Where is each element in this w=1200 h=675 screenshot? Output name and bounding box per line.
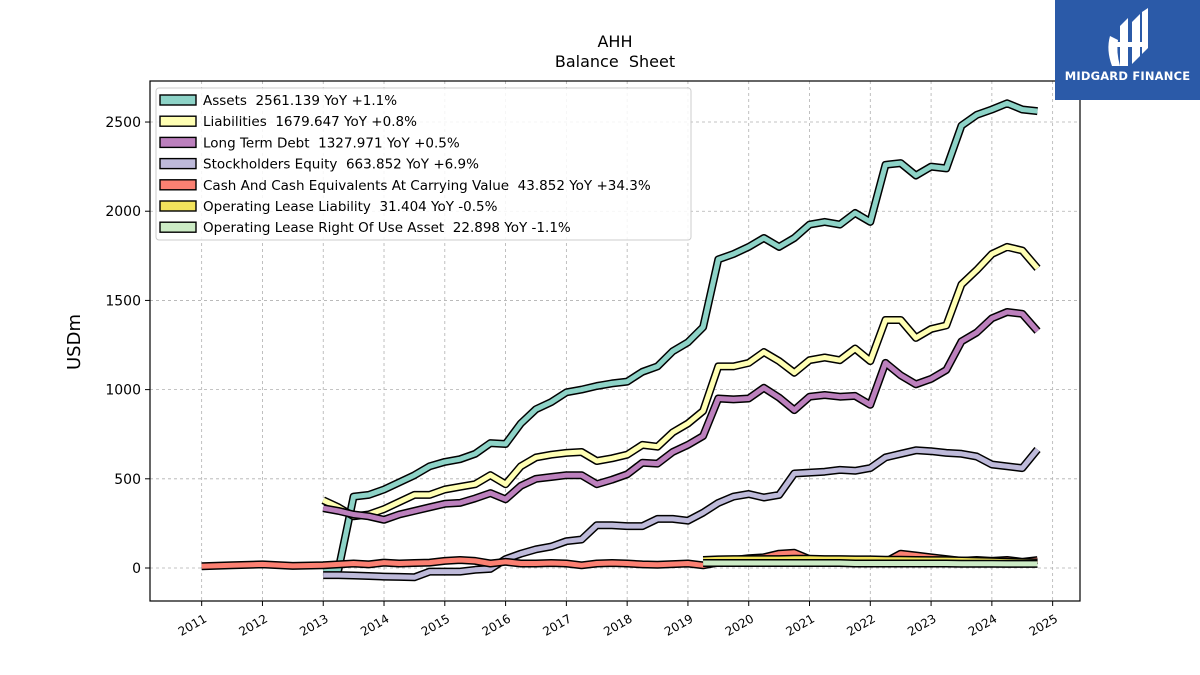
series-line: [323, 100, 1038, 573]
series-layer: [201, 99, 1041, 582]
x-tick-label: 2024: [966, 611, 999, 638]
series-stockholders-equity: [323, 446, 1041, 582]
legend-swatch: [159, 200, 197, 212]
series-liabilities: [321, 242, 1041, 521]
x-tick-label: 2013: [297, 611, 330, 638]
y-axis-label: USDm: [64, 314, 85, 370]
legend-swatch: [159, 94, 197, 106]
x-tick-label: 2022: [844, 611, 877, 638]
legend-label: Operating Lease Right Of Use Asset 22.89…: [203, 220, 571, 236]
x-tick-label: 2018: [601, 611, 634, 638]
brand-name: MIDGARD FINANCE: [1064, 69, 1191, 83]
chart-subtitle: Balance Sheet: [555, 52, 675, 71]
x-tick-label: 2021: [784, 611, 817, 638]
x-tick-label: 2017: [540, 611, 573, 638]
x-tick-label: 2019: [662, 611, 695, 638]
legend-swatch: [159, 221, 197, 233]
x-tick-label: 2016: [480, 611, 513, 638]
x-tick-label: 2025: [1027, 611, 1060, 638]
legend-box: [155, 87, 692, 241]
logo-mark-icon: [1108, 8, 1148, 66]
y-tick-label: 2500: [105, 115, 141, 131]
series-line: [323, 447, 1040, 580]
legend-label: Stockholders Equity 663.852 YoY +6.9%: [203, 157, 479, 173]
y-tick-label: 1000: [105, 383, 141, 399]
series-long-term-debt: [322, 308, 1041, 524]
chart-title: AHH: [597, 32, 632, 51]
series-operating-lease-right-of-use-asset: [703, 559, 1038, 568]
legend-swatch: [159, 115, 197, 127]
legend-swatch: [159, 136, 197, 149]
brand-logo: MIDGARD FINANCE: [1055, 0, 1200, 100]
x-tick-label: 2023: [905, 611, 938, 638]
series-line: [201, 550, 1038, 569]
plot-frame: [149, 80, 1081, 602]
series-assets: [323, 99, 1038, 574]
x-tick-label: 2015: [419, 611, 452, 638]
legend: Assets 2561.139 YoY +1.1% Liabilities 167…: [155, 87, 692, 241]
series-cash-and-cash-equivalents-at-carrying-value: [201, 548, 1038, 571]
legend-swatch: [159, 157, 197, 170]
legend-label: Operating Lease Liability 31.404 YoY -0.…: [203, 199, 498, 215]
legend-label: Liabilities 1679.647 YoY +0.8%: [203, 114, 417, 130]
y-tick-label: 0: [132, 561, 141, 577]
legend-label: Assets 2561.139 YoY +1.1%: [203, 93, 397, 109]
x-tick-label: 2011: [176, 611, 209, 638]
x-tick-label: 2020: [723, 611, 756, 638]
legend-label: Cash And Cash Equivalents At Carrying Va…: [203, 178, 651, 194]
y-tick-label: 2000: [105, 204, 141, 220]
x-tick-label: 2012: [236, 611, 269, 638]
y-tick-label: 500: [114, 472, 141, 488]
y-tick-label: 1500: [105, 293, 141, 309]
series-line: [703, 560, 1038, 567]
legend-label: Long Term Debt 1327.971 YoY +0.5%: [203, 135, 460, 151]
series-line: [322, 309, 1040, 523]
x-tick-label: 2014: [358, 611, 391, 638]
legend-swatch: [159, 179, 197, 191]
series-line: [322, 244, 1040, 519]
